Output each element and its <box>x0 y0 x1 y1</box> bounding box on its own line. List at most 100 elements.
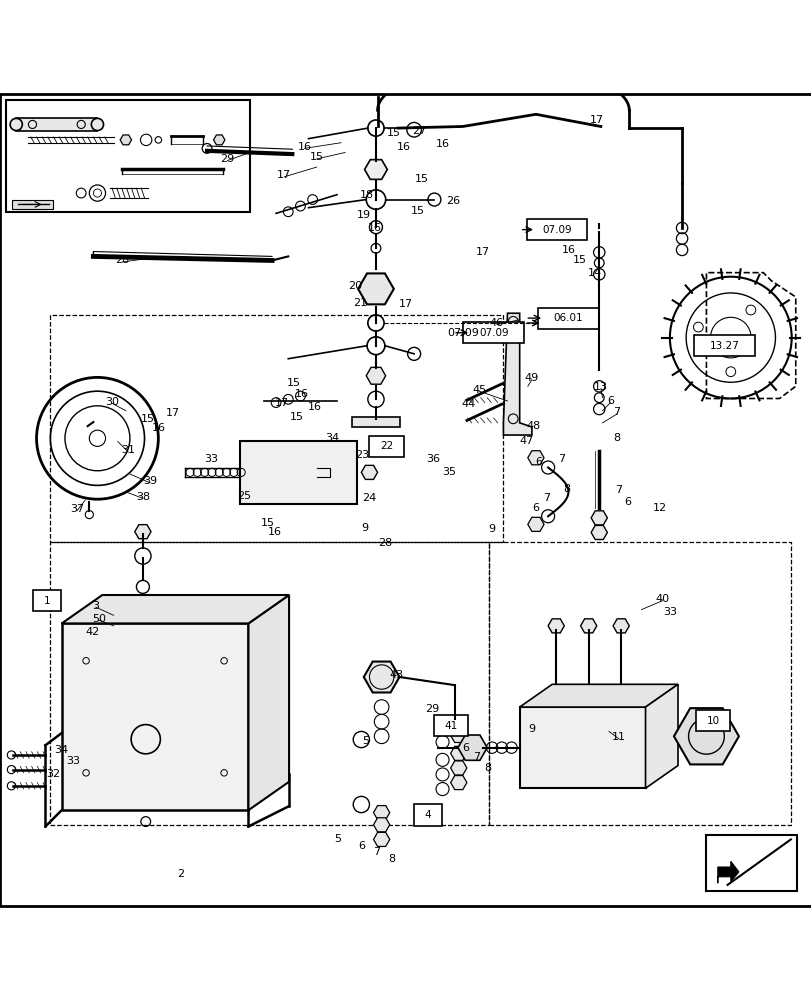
Text: 7: 7 <box>373 847 380 857</box>
Text: 13: 13 <box>593 382 607 392</box>
Bar <box>239 441 357 504</box>
Text: 50: 50 <box>92 614 106 624</box>
Bar <box>12 200 53 209</box>
Text: 28: 28 <box>377 538 392 548</box>
Bar <box>50 315 503 542</box>
Text: 6: 6 <box>358 841 364 851</box>
Text: 16: 16 <box>560 245 575 255</box>
Text: 16: 16 <box>152 423 166 433</box>
Bar <box>62 623 248 810</box>
Text: 43: 43 <box>388 670 403 680</box>
Text: 17: 17 <box>398 299 413 309</box>
Circle shape <box>91 118 104 131</box>
Text: 33: 33 <box>662 607 676 617</box>
Polygon shape <box>62 595 289 623</box>
Text: 16: 16 <box>435 139 449 149</box>
Text: 28: 28 <box>114 255 129 265</box>
Text: 42: 42 <box>85 627 100 637</box>
FancyBboxPatch shape <box>526 219 586 240</box>
Polygon shape <box>16 118 97 131</box>
Text: 25: 25 <box>237 491 251 501</box>
Text: 32: 32 <box>46 769 61 779</box>
Text: 48: 48 <box>526 421 540 431</box>
Text: 6: 6 <box>607 396 613 406</box>
Text: 34: 34 <box>54 745 68 755</box>
Bar <box>519 707 645 788</box>
Text: 15: 15 <box>289 412 303 422</box>
Text: 10: 10 <box>706 716 719 726</box>
Text: 34: 34 <box>324 433 339 443</box>
Text: 7: 7 <box>558 454 564 464</box>
Text: 19: 19 <box>356 210 371 220</box>
Text: 9: 9 <box>361 523 367 533</box>
Text: 7: 7 <box>613 407 620 417</box>
Text: 9: 9 <box>528 724 534 734</box>
Text: 8: 8 <box>613 433 620 443</box>
Text: 22: 22 <box>380 441 393 451</box>
Bar <box>488 542 790 825</box>
Text: 9: 9 <box>488 524 495 534</box>
Bar <box>351 417 400 427</box>
Text: 29: 29 <box>424 704 439 714</box>
Text: 30: 30 <box>105 397 119 407</box>
Bar <box>50 542 488 825</box>
Text: 33: 33 <box>66 756 80 766</box>
Text: 13.27: 13.27 <box>709 341 738 351</box>
Text: 6: 6 <box>461 743 468 753</box>
Text: 8: 8 <box>563 484 569 494</box>
Text: 17: 17 <box>589 115 603 125</box>
Text: 8: 8 <box>484 763 491 773</box>
Text: 46: 46 <box>489 318 504 328</box>
Text: 44: 44 <box>461 399 475 409</box>
Text: 47: 47 <box>518 436 533 446</box>
Text: 16: 16 <box>396 142 410 152</box>
Polygon shape <box>645 684 677 788</box>
Text: 15: 15 <box>572 255 586 265</box>
Text: 31: 31 <box>121 445 135 455</box>
Text: 07.09: 07.09 <box>446 328 478 338</box>
Text: 15: 15 <box>410 206 425 216</box>
Text: 27: 27 <box>411 126 426 136</box>
Text: 15: 15 <box>386 128 401 138</box>
Polygon shape <box>519 684 677 707</box>
Text: 40: 40 <box>654 594 669 604</box>
Text: 15: 15 <box>309 152 324 162</box>
Text: 21: 21 <box>353 298 367 308</box>
Text: 6: 6 <box>624 497 630 507</box>
Text: 16: 16 <box>294 389 309 399</box>
Text: 6: 6 <box>532 503 539 513</box>
Text: 16: 16 <box>297 142 311 152</box>
Bar <box>6 100 250 212</box>
Text: 1: 1 <box>44 596 50 606</box>
Text: 41: 41 <box>444 721 457 731</box>
Text: 29: 29 <box>220 154 234 164</box>
Text: 7: 7 <box>543 493 549 503</box>
Polygon shape <box>503 313 531 435</box>
Text: 3: 3 <box>92 601 99 611</box>
Text: 7: 7 <box>615 485 621 495</box>
Text: 16: 16 <box>267 527 281 537</box>
Text: 5: 5 <box>362 736 368 746</box>
Text: 36: 36 <box>426 454 440 464</box>
Text: 45: 45 <box>471 385 486 395</box>
Polygon shape <box>248 595 289 810</box>
Text: 07.09: 07.09 <box>542 225 571 235</box>
Text: 38: 38 <box>135 492 150 502</box>
Text: 6: 6 <box>535 457 542 467</box>
FancyBboxPatch shape <box>537 308 598 329</box>
Text: 17: 17 <box>277 170 291 180</box>
Text: 15: 15 <box>260 518 275 528</box>
Text: 35: 35 <box>441 467 456 477</box>
FancyBboxPatch shape <box>695 710 729 731</box>
Text: 16: 16 <box>307 402 322 412</box>
Text: 11: 11 <box>611 732 625 742</box>
Text: 26: 26 <box>445 196 460 206</box>
FancyBboxPatch shape <box>32 590 62 611</box>
Text: 24: 24 <box>362 493 376 503</box>
Text: 17: 17 <box>165 408 180 418</box>
Text: 4: 4 <box>424 810 431 820</box>
Text: 06.01: 06.01 <box>553 313 582 323</box>
Text: 8: 8 <box>388 854 395 864</box>
FancyBboxPatch shape <box>462 322 524 343</box>
Bar <box>706 835 796 891</box>
